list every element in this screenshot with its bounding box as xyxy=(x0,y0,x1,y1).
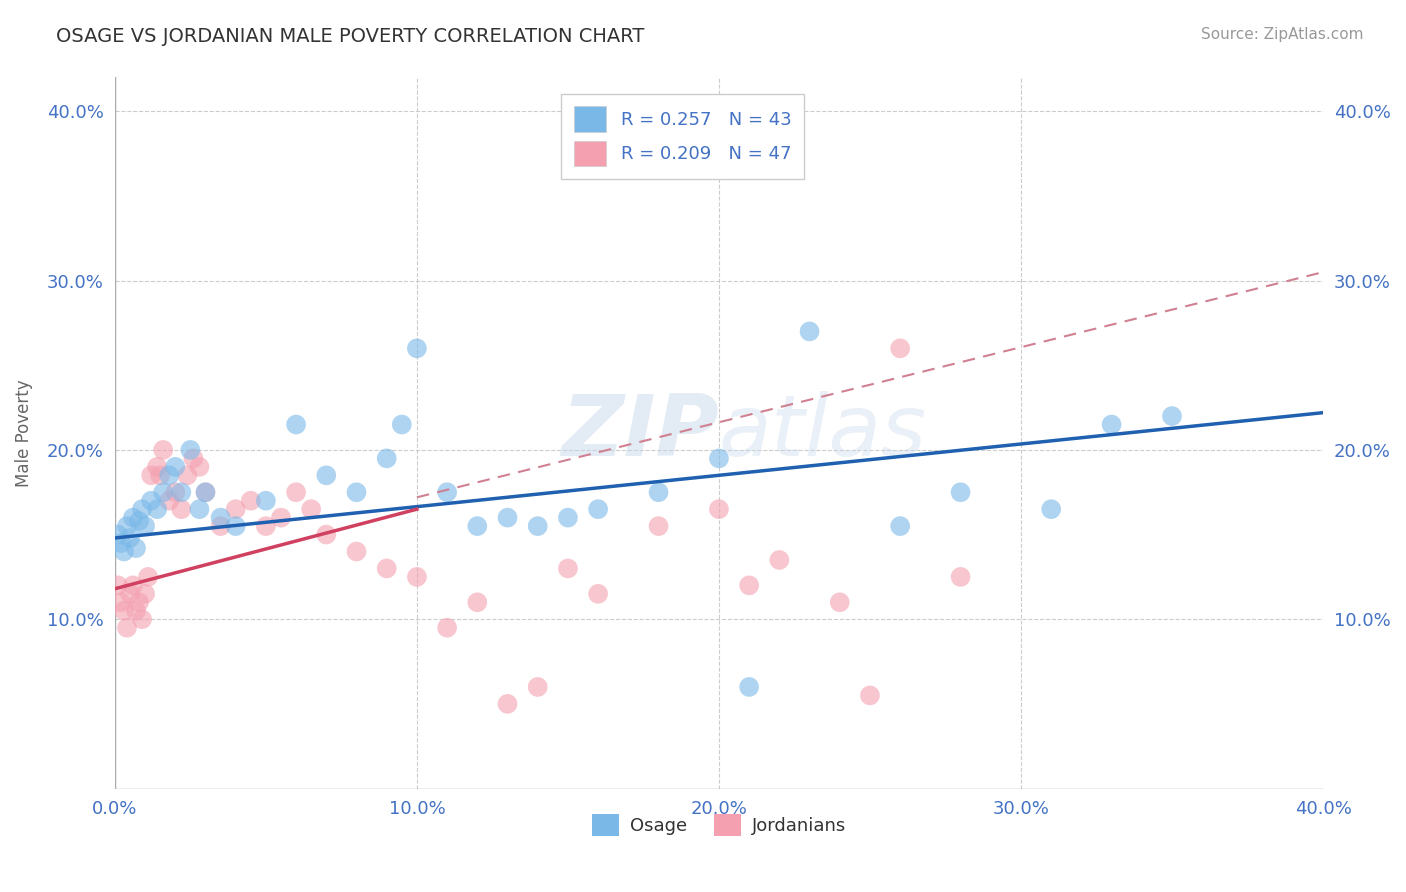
Point xyxy=(179,442,201,457)
Point xyxy=(738,578,761,592)
Point xyxy=(768,553,790,567)
Point xyxy=(125,604,148,618)
Point xyxy=(122,578,145,592)
Point xyxy=(526,680,548,694)
Point xyxy=(170,502,193,516)
Point xyxy=(799,325,821,339)
Point xyxy=(139,493,162,508)
Point xyxy=(209,510,232,524)
Point xyxy=(1040,502,1063,516)
Point xyxy=(557,561,579,575)
Point xyxy=(122,510,145,524)
Point xyxy=(707,451,730,466)
Point xyxy=(115,519,138,533)
Point xyxy=(828,595,851,609)
Point xyxy=(112,604,135,618)
Point xyxy=(949,485,972,500)
Point xyxy=(128,595,150,609)
Point xyxy=(110,595,132,609)
Point xyxy=(586,502,609,516)
Point xyxy=(112,544,135,558)
Point xyxy=(134,587,156,601)
Y-axis label: Male Poverty: Male Poverty xyxy=(15,379,32,487)
Point xyxy=(125,541,148,555)
Point xyxy=(115,621,138,635)
Point xyxy=(170,485,193,500)
Point xyxy=(128,514,150,528)
Legend: Osage, Jordanians: Osage, Jordanians xyxy=(585,807,853,844)
Point xyxy=(146,502,169,516)
Point xyxy=(254,519,277,533)
Point xyxy=(586,587,609,601)
Point xyxy=(315,468,337,483)
Point xyxy=(285,417,308,432)
Point xyxy=(194,485,217,500)
Point xyxy=(707,502,730,516)
Point xyxy=(149,468,172,483)
Text: atlas: atlas xyxy=(718,392,927,475)
Point xyxy=(465,595,488,609)
Point xyxy=(557,510,579,524)
Point xyxy=(165,485,187,500)
Text: Source: ZipAtlas.com: Source: ZipAtlas.com xyxy=(1201,27,1364,42)
Point xyxy=(118,587,141,601)
Point xyxy=(889,342,911,356)
Point xyxy=(188,459,211,474)
Point xyxy=(157,468,180,483)
Point xyxy=(188,502,211,516)
Point xyxy=(209,519,232,533)
Point xyxy=(391,417,413,432)
Point xyxy=(194,485,217,500)
Point xyxy=(107,578,129,592)
Point xyxy=(139,468,162,483)
Point xyxy=(436,621,458,635)
Point xyxy=(183,451,205,466)
Point xyxy=(889,519,911,533)
Point xyxy=(1101,417,1123,432)
Point xyxy=(647,485,669,500)
Point xyxy=(176,468,198,483)
Text: ZIP: ZIP xyxy=(561,392,718,475)
Point xyxy=(406,570,429,584)
Point xyxy=(131,502,153,516)
Point xyxy=(496,697,519,711)
Point xyxy=(647,519,669,533)
Point xyxy=(859,689,882,703)
Point xyxy=(285,485,308,500)
Point xyxy=(134,519,156,533)
Point xyxy=(346,544,368,558)
Point xyxy=(270,510,292,524)
Point xyxy=(136,570,159,584)
Point xyxy=(110,536,132,550)
Point xyxy=(1161,409,1184,423)
Point xyxy=(118,531,141,545)
Point xyxy=(107,527,129,541)
Point xyxy=(254,493,277,508)
Point xyxy=(436,485,458,500)
Point xyxy=(146,459,169,474)
Point xyxy=(375,451,398,466)
Point xyxy=(465,519,488,533)
Point xyxy=(526,519,548,533)
Point xyxy=(131,612,153,626)
Point xyxy=(152,442,174,457)
Point xyxy=(406,342,429,356)
Point xyxy=(165,459,187,474)
Point xyxy=(225,502,247,516)
Text: OSAGE VS JORDANIAN MALE POVERTY CORRELATION CHART: OSAGE VS JORDANIAN MALE POVERTY CORRELAT… xyxy=(56,27,644,45)
Point xyxy=(152,485,174,500)
Point xyxy=(496,510,519,524)
Point xyxy=(315,527,337,541)
Point xyxy=(239,493,262,508)
Point xyxy=(299,502,322,516)
Point xyxy=(225,519,247,533)
Point xyxy=(346,485,368,500)
Point xyxy=(157,493,180,508)
Point xyxy=(738,680,761,694)
Point xyxy=(949,570,972,584)
Point xyxy=(375,561,398,575)
